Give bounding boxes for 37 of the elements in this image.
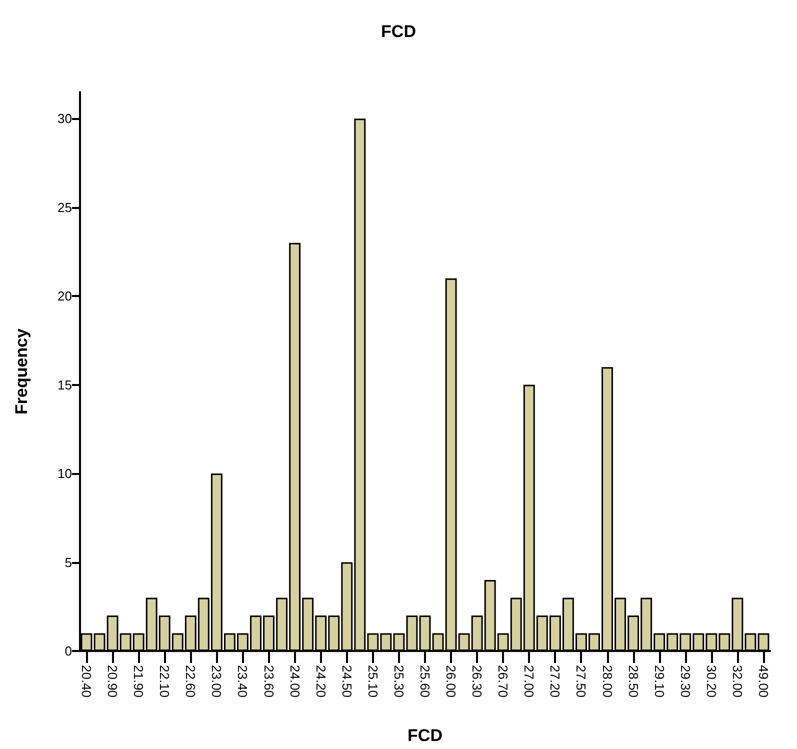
x-tick-label: 23.40 xyxy=(235,665,250,698)
x-tick-label: 32.00 xyxy=(730,665,745,698)
x-tick-label: 27.50 xyxy=(574,665,589,698)
x-tick-label: 24.00 xyxy=(287,665,302,698)
x-tick-label: 25.30 xyxy=(391,665,406,698)
x-tick-label: 27.00 xyxy=(522,665,537,698)
x-tick-label: 26.00 xyxy=(444,665,459,698)
x-tick-label: 24.20 xyxy=(313,665,328,698)
x-tick-label: 24.50 xyxy=(339,665,354,698)
y-tick-label: 25 xyxy=(58,200,72,215)
x-tick-label: 21.90 xyxy=(131,665,146,698)
x-tick-label: 20.40 xyxy=(79,665,94,698)
y-tick-label: 15 xyxy=(58,377,72,392)
x-tick-label: 25.10 xyxy=(365,665,380,698)
x-tick-label: 22.10 xyxy=(157,665,172,698)
x-tick-label: 29.10 xyxy=(652,665,667,698)
y-axis-title: Frequency xyxy=(12,328,31,414)
x-tick-label: 29.30 xyxy=(678,665,693,698)
x-axis-title: FCD xyxy=(408,726,442,745)
x-tick-label: 28.50 xyxy=(626,665,641,698)
x-tick-label: 27.20 xyxy=(548,665,563,698)
y-tick-label: 30 xyxy=(58,111,72,126)
x-tick-label: 30.20 xyxy=(704,665,719,698)
x-tick-label: 26.30 xyxy=(470,665,485,698)
x-tick-label: 23.60 xyxy=(261,665,276,698)
chart-title: FCD xyxy=(381,22,416,41)
x-tick-label: 25.60 xyxy=(418,665,432,698)
x-tick-label: 28.00 xyxy=(600,665,615,698)
y-tick-label: 10 xyxy=(58,466,72,482)
x-tick-label: 20.90 xyxy=(105,665,120,698)
y-tick-label: 0 xyxy=(64,644,72,658)
x-tick-label: 22.60 xyxy=(183,665,198,698)
y-tick-label: 20 xyxy=(58,288,72,304)
y-tick-label: 5 xyxy=(64,554,72,570)
x-tick-label: 49.00 xyxy=(756,665,771,698)
x-tick-label: 23.00 xyxy=(209,665,224,698)
x-tick-label: 26.70 xyxy=(496,665,511,698)
